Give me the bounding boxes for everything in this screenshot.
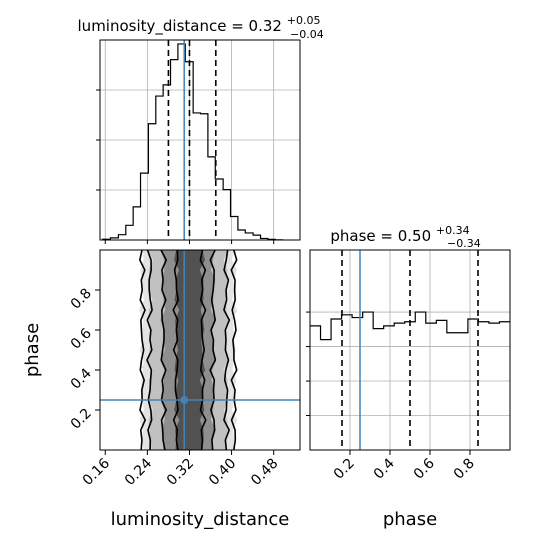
hist1-title-main: luminosity_distance = 0.32 [78,17,282,36]
density-contour-fills [139,250,238,450]
density-y-tick-label: 0.6 [68,325,95,352]
density-contour-lines [138,249,238,451]
hist2-x-tick-label: 0.8 [451,456,478,483]
density-ylabel: phase [22,323,43,377]
density-y-tick-label: 0.8 [68,286,95,313]
density-y-ticks: 0.2 0.4 0.6 0.8 [68,286,100,433]
hist2-title: phase = 0.50 +0.34 [330,224,469,245]
hist2-x-tick-label: 0.4 [371,455,398,482]
contour-line [199,249,207,451]
panel-2d-density: 0.16 0.24 0.32 0.40 0.48 0.2 0.4 0.6 0.8 lumino… [22,249,301,530]
density-x-tick-label: 0.48 [248,456,281,489]
hist2-x-tick-label: 0.2 [331,456,358,483]
density-x-ticks: 0.16 0.24 0.32 0.40 0.48 [80,450,282,489]
density-x-tick-label: 0.40 [206,456,239,489]
contour-line [172,249,180,451]
panel-phase-histogram: 0.2 0.4 0.6 0.8 phase = 0.50 +0.34 −0.34 ph… [306,224,511,530]
hist1-quantile-lines [167,40,217,240]
contour-line [146,249,153,451]
hist1-grid [100,40,300,240]
contour-line [230,249,238,451]
hist2-title-main: phase = 0.50 [330,227,431,245]
hist1-title-sub: −0.04 [290,28,324,41]
density-y-tick-label: 0.4 [68,365,95,392]
hist2-x-tick-label: 0.6 [411,455,438,482]
contour-line [138,249,147,451]
density-y-tick-label: 0.2 [68,406,95,433]
hist1-y-ticks [96,89,100,191]
density-x-tick-label: 0.24 [122,455,155,488]
density-truth-marker [180,396,189,404]
hist2-quantile-lines [341,250,479,450]
contour-line [160,249,168,451]
contour-line [223,249,231,451]
hist2-x-ticks: 0.2 0.4 0.6 0.8 [331,450,478,483]
hist2-y-ticks [306,311,310,417]
density-xlabel: luminosity_distance [111,509,290,530]
hist1-title-sup: +0.05 [287,14,321,27]
panel-luminosity-histogram: luminosity_distance = 0.32 +0.05 −0.04 [78,14,324,244]
contour-line [209,249,217,451]
hist2-title-sup: +0.34 [436,224,470,237]
hist1-step-line [102,43,284,241]
hist2-frame [309,249,511,451]
hist2-xlabel: phase [383,509,437,530]
density-frame [99,249,301,451]
hist1-title: luminosity_distance = 0.32 +0.05 [78,14,321,36]
density-x-tick-label: 0.32 [164,456,197,489]
hist1-x-ticks [104,240,275,244]
hist2-title-sub: −0.34 [447,237,481,250]
density-x-tick-label: 0.16 [80,455,113,488]
